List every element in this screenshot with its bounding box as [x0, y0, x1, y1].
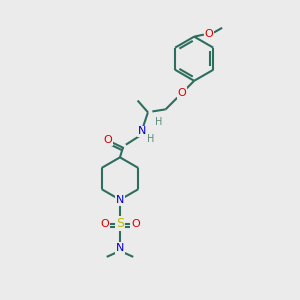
Text: O: O — [205, 29, 213, 39]
Text: O: O — [131, 219, 140, 229]
Text: N: N — [116, 195, 124, 205]
Text: N: N — [138, 126, 146, 136]
Text: H: H — [147, 134, 154, 144]
Text: O: O — [177, 88, 186, 98]
Text: S: S — [116, 218, 124, 230]
Text: H: H — [154, 117, 162, 127]
Text: O: O — [100, 219, 109, 229]
Text: O: O — [103, 135, 112, 145]
Text: N: N — [116, 243, 124, 253]
